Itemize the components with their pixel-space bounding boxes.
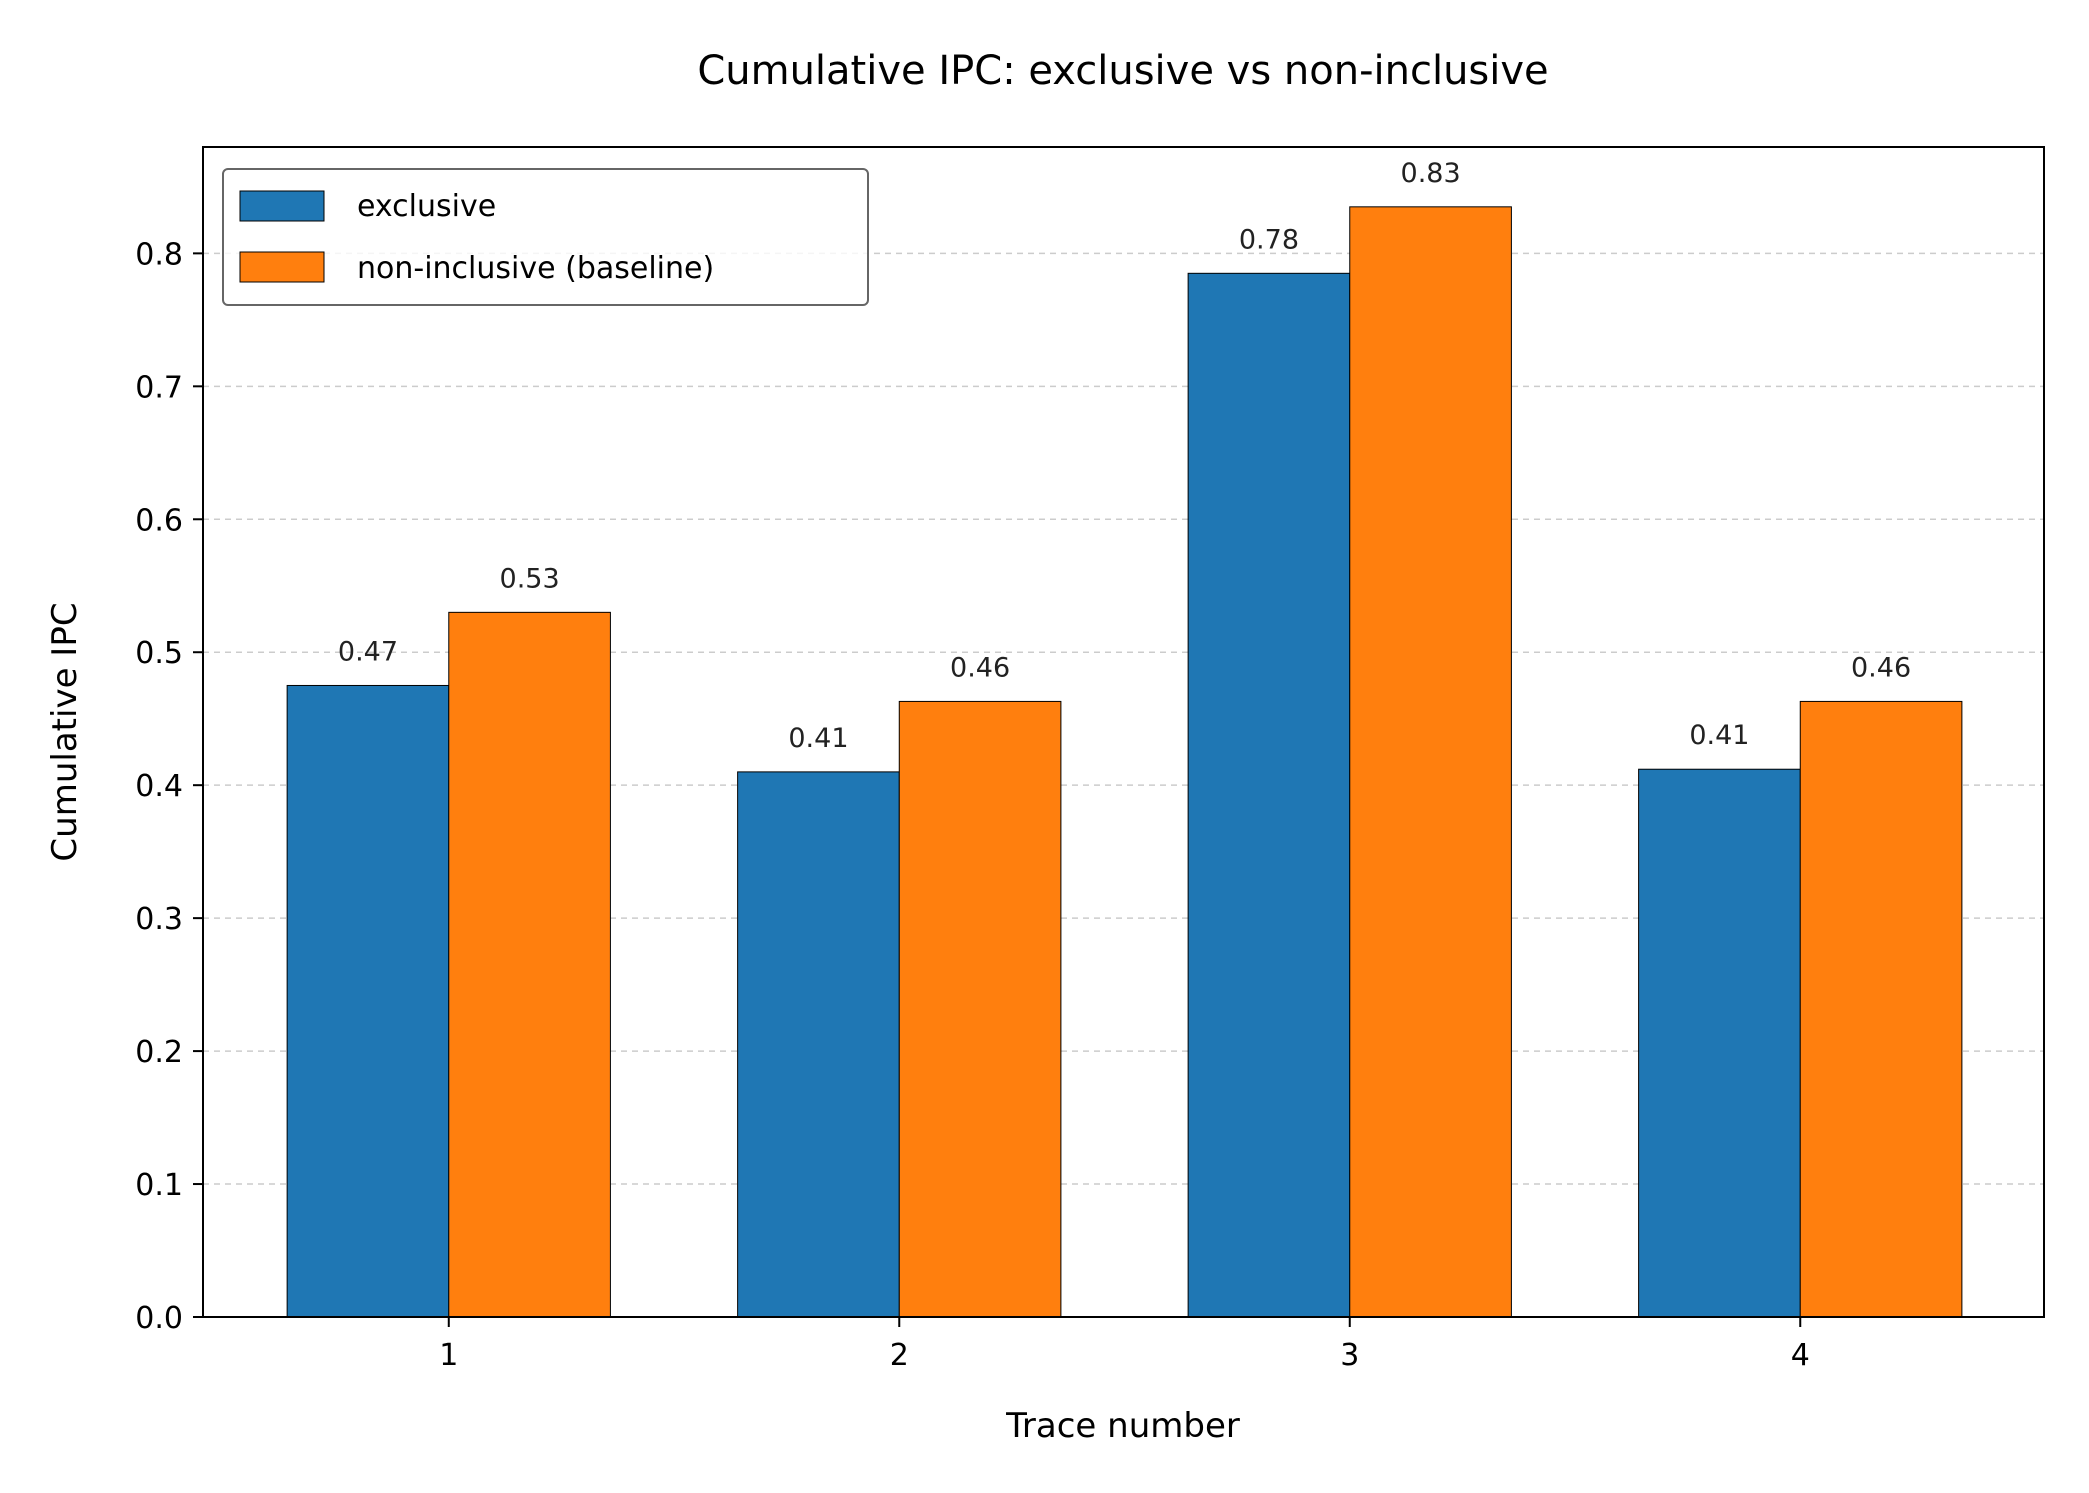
bar-value-label: 0.53 [500, 563, 560, 594]
x-axis-ticks: 1 2 3 4 [439, 1317, 1810, 1373]
bar-exclusive-1 [286, 684, 450, 1318]
bar-value-label: 0.78 [1239, 224, 1299, 255]
bar-value-label: 0.41 [788, 723, 848, 754]
x-tick-label: 4 [1791, 1338, 1810, 1373]
bar-exclusive-4 [1638, 768, 1801, 1318]
legend-swatch-non-inclusive [239, 251, 325, 283]
bar-value-label: 0.46 [1851, 652, 1911, 683]
y-tick-label: 0.4 [135, 769, 183, 804]
bar-value-label: 0.46 [950, 652, 1010, 683]
x-tick-label: 1 [439, 1338, 458, 1373]
y-axis-ticks: 0.0 0.1 0.2 0.3 0.4 0.5 0.6 0.7 0.8 [135, 237, 203, 1336]
x-tick-label: 3 [1340, 1338, 1359, 1373]
legend: exclusive non-inclusive (baseline) [222, 168, 869, 306]
bar-value-label: 0.41 [1689, 720, 1749, 751]
chart-title: Cumulative IPC: exclusive vs non-inclusi… [697, 48, 1548, 94]
bar-non-inclusive-1 [448, 611, 611, 1318]
plot-area-frame [202, 146, 2045, 1318]
bar-exclusive-3 [1187, 272, 1351, 1318]
bar-series [286, 206, 1963, 1318]
y-tick-label: 0.5 [135, 636, 183, 671]
legend-label-non-inclusive: non-inclusive (baseline) [357, 251, 714, 286]
y-tick-label: 0.3 [135, 902, 183, 937]
bar-value-labels: 0.47 0.41 0.78 0.41 0.53 0.46 0.83 0.46 [338, 158, 1911, 754]
y-tick-label: 0.6 [135, 503, 183, 538]
x-axis-label: Trace number [1005, 1406, 1240, 1446]
y-tick-label: 0.0 [135, 1301, 183, 1336]
y-tick-label: 0.2 [135, 1035, 183, 1070]
bar-non-inclusive-2 [898, 700, 1062, 1318]
bar-non-inclusive-4 [1799, 700, 1963, 1318]
bar-non-inclusive-3 [1349, 206, 1512, 1318]
y-tick-label: 0.1 [135, 1168, 183, 1203]
legend-frame [222, 168, 869, 306]
x-tick-label: 2 [890, 1338, 909, 1373]
bar-value-label: 0.47 [338, 636, 398, 667]
bar-value-label: 0.83 [1401, 158, 1461, 189]
legend-label-exclusive: exclusive [357, 189, 496, 224]
bar-exclusive-2 [737, 771, 900, 1318]
y-tick-label: 0.7 [135, 370, 183, 405]
legend-swatch-exclusive [239, 190, 325, 222]
y-axis-label: Cumulative IPC [45, 602, 85, 861]
y-tick-label: 0.8 [135, 237, 183, 272]
